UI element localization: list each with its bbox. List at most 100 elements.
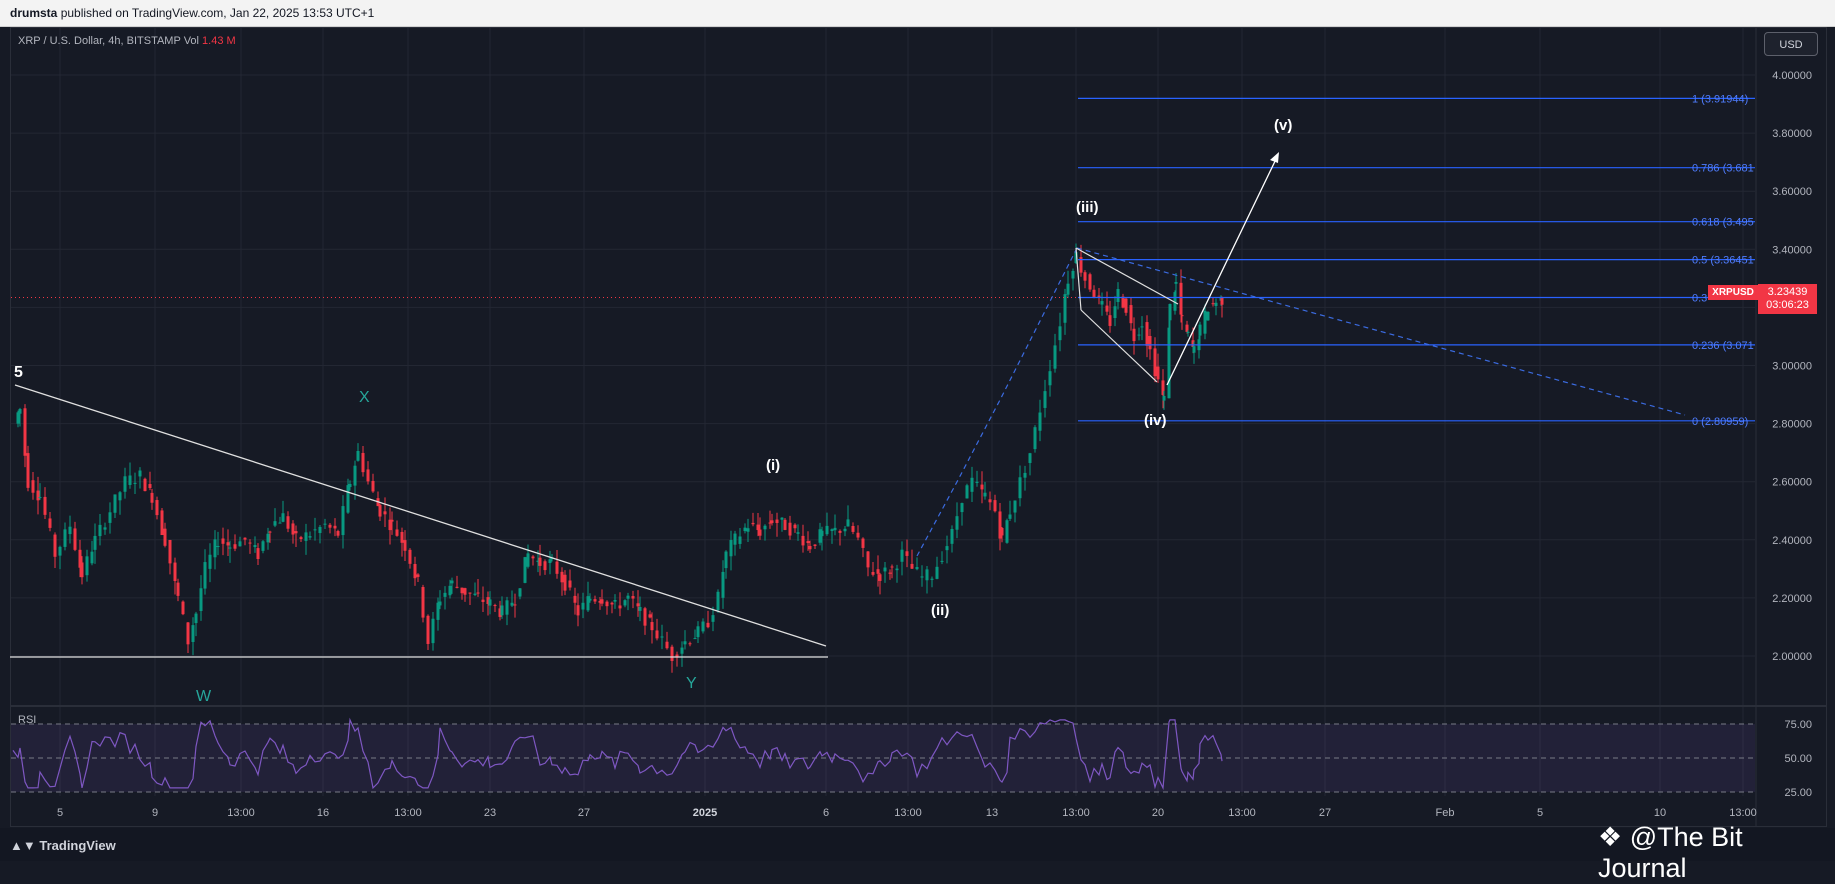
candle-body bbox=[1088, 274, 1092, 290]
candle-body bbox=[118, 492, 122, 501]
candle-body bbox=[890, 566, 894, 568]
candle-body bbox=[216, 545, 220, 548]
price-axis-label: 2.00000 bbox=[1772, 651, 1812, 663]
symbol-info[interactable]: XRP / U.S. Dollar, 4h, BITSTAMP Vol 1.43… bbox=[18, 35, 236, 47]
candle-body bbox=[555, 561, 559, 574]
candle-body bbox=[228, 547, 232, 549]
fib-level-label: 0.5 (3.36451 bbox=[1692, 255, 1754, 267]
candle-body bbox=[729, 540, 733, 557]
candle-body bbox=[36, 490, 40, 501]
fib-level-label: 1 (3.91944) bbox=[1692, 93, 1748, 105]
candle-body bbox=[905, 551, 909, 556]
time-axis-label: 9 bbox=[152, 807, 158, 819]
candle-body bbox=[160, 510, 164, 536]
candle-body bbox=[1214, 302, 1218, 306]
candle-body bbox=[1186, 331, 1190, 333]
candle-body bbox=[1048, 371, 1052, 386]
time-axis-label: 13:00 bbox=[1729, 807, 1757, 819]
candle-body bbox=[563, 574, 567, 591]
candle-body bbox=[438, 601, 442, 606]
candle-body bbox=[150, 492, 154, 503]
candle-body bbox=[1220, 297, 1224, 305]
candle-body bbox=[73, 528, 77, 550]
candle-body bbox=[436, 602, 440, 620]
candle-body bbox=[983, 492, 987, 497]
candle-body bbox=[38, 497, 42, 499]
candle-body bbox=[758, 529, 762, 536]
wave-label-w: W bbox=[196, 688, 212, 705]
candle-body bbox=[1132, 328, 1136, 342]
candle-body bbox=[23, 408, 27, 456]
footer-bar bbox=[0, 828, 1835, 861]
candle-body bbox=[613, 600, 617, 602]
candle-body bbox=[383, 511, 387, 515]
candle-body bbox=[696, 626, 700, 638]
candle-body bbox=[1180, 315, 1184, 317]
chart-drawings: 1 (3.91944) 0.786 (3.681 0.618 (3.495 0.5 (… bbox=[10, 93, 1755, 705]
time-axis-label: 10 bbox=[1654, 807, 1666, 819]
candle-body bbox=[586, 596, 590, 611]
candle-body bbox=[1198, 324, 1202, 336]
time-axis-label: 13:00 bbox=[894, 807, 922, 819]
publisher-name[interactable]: drumsta bbox=[10, 6, 58, 20]
candle-body bbox=[593, 599, 597, 602]
candle-body bbox=[861, 538, 865, 548]
candle-body bbox=[353, 465, 357, 486]
candle-body bbox=[636, 603, 640, 607]
wave-label-ii: (ii) bbox=[931, 602, 949, 619]
wave-label-x: X bbox=[359, 389, 370, 406]
candle-body bbox=[1124, 298, 1128, 313]
candle-body bbox=[443, 592, 447, 597]
candle-body bbox=[833, 527, 837, 531]
time-axis-label: 27 bbox=[1319, 807, 1331, 819]
candle-body bbox=[256, 548, 260, 559]
candle-body bbox=[463, 588, 467, 595]
candle-body bbox=[390, 519, 394, 522]
candle-body bbox=[536, 560, 540, 563]
time-axis-label: 16 bbox=[317, 807, 329, 819]
price-axis-label: 3.60000 bbox=[1772, 186, 1812, 198]
candle-body bbox=[261, 541, 265, 551]
candle-body bbox=[746, 528, 750, 532]
fib-level-label: 0.236 (3.071 bbox=[1692, 340, 1754, 352]
candle-body bbox=[693, 638, 697, 640]
tradingview-logo[interactable]: ▲▼ TradingView bbox=[10, 838, 116, 853]
candle-body bbox=[486, 597, 490, 604]
candle-body bbox=[468, 592, 472, 594]
candle-body bbox=[518, 588, 522, 597]
candle-body bbox=[93, 535, 97, 550]
candle-body bbox=[31, 480, 35, 493]
candle-body bbox=[643, 608, 647, 626]
rsi-label[interactable]: RSI bbox=[18, 714, 37, 726]
watermark: ❖ @The Bit Journal bbox=[1598, 822, 1835, 884]
candle-body bbox=[1083, 272, 1087, 281]
candle-body bbox=[26, 453, 30, 488]
candle-body bbox=[1167, 327, 1171, 399]
candle-body bbox=[226, 542, 230, 546]
currency-button[interactable]: USD bbox=[1764, 32, 1818, 56]
price-axis-label: 3.00000 bbox=[1772, 361, 1812, 373]
candle-body bbox=[80, 562, 84, 578]
candle-body bbox=[660, 636, 664, 638]
candle-body bbox=[878, 574, 882, 581]
candle-body bbox=[243, 537, 247, 540]
candle-body bbox=[965, 485, 969, 499]
time-axis-label: 13 bbox=[986, 807, 998, 819]
candle-body bbox=[1013, 500, 1017, 513]
candle-body bbox=[1033, 427, 1037, 450]
candle-body bbox=[313, 529, 317, 531]
candle-body bbox=[716, 591, 720, 611]
candle-body bbox=[526, 553, 530, 567]
candle-body bbox=[366, 469, 370, 482]
rsi-line bbox=[12, 717, 1223, 791]
candle-body bbox=[796, 532, 800, 534]
candle-body bbox=[701, 621, 705, 632]
candle-body bbox=[173, 562, 177, 582]
candle-body bbox=[538, 557, 542, 566]
price-axis-label: 2.80000 bbox=[1772, 419, 1812, 431]
price-chart[interactable]: 1 (3.91944) 0.786 (3.681 0.618 (3.495 0.5 (… bbox=[0, 0, 1835, 861]
candle-body bbox=[361, 452, 365, 473]
candle-body bbox=[960, 503, 964, 513]
time-axis-label: 6 bbox=[823, 807, 829, 819]
candle-body bbox=[481, 599, 485, 602]
